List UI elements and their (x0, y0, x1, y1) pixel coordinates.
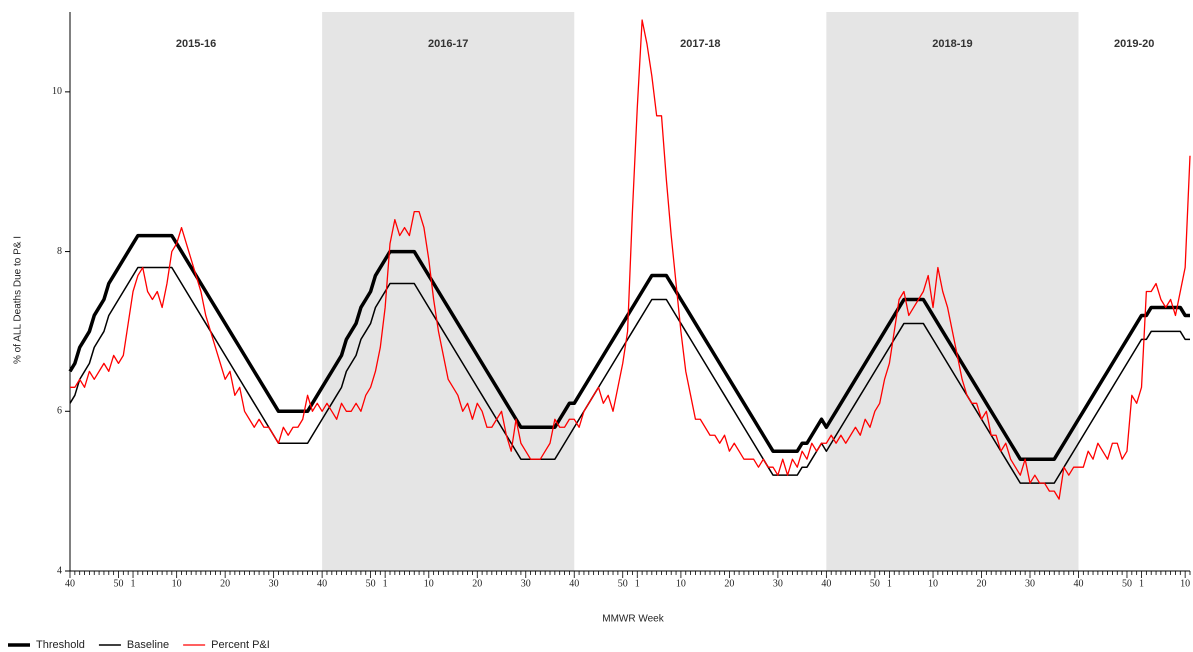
y-axis-title: % of ALL Deaths Due to P& I (13, 236, 24, 364)
series-line (69, 266, 1190, 484)
x-tick-label: 50 (870, 578, 880, 589)
legend-label: Threshold (36, 639, 85, 651)
x-tick-label: 20 (724, 578, 734, 589)
season-band (322, 12, 575, 571)
x-tick-label: 10 (676, 578, 686, 589)
x-tick-label: 50 (1122, 578, 1132, 589)
season-label: 2016-17 (428, 38, 468, 50)
y-tick-label: 4 (57, 565, 62, 576)
x-tick-label: 50 (618, 578, 628, 589)
legend-label: Percent P&I (211, 639, 270, 651)
season-band (826, 12, 1079, 571)
series-line (68, 233, 1190, 461)
x-tick-label: 20 (220, 578, 230, 589)
x-tick-label: 50 (113, 578, 123, 589)
x-tick-label: 40 (821, 578, 831, 589)
x-tick-label: 30 (1025, 578, 1035, 589)
x-tick-label: 40 (317, 578, 327, 589)
legend-label: Baseline (127, 639, 169, 651)
y-tick-label: 10 (52, 86, 62, 97)
x-tick-label: 1 (383, 578, 388, 589)
x-tick-label: 10 (1180, 578, 1190, 589)
season-label: 2018-19 (932, 38, 972, 50)
x-tick-label: 40 (569, 578, 579, 589)
y-tick-label: 8 (57, 246, 62, 257)
x-tick-label: 30 (773, 578, 783, 589)
x-tick-label: 1 (635, 578, 640, 589)
x-tick-label: 30 (269, 578, 279, 589)
x-tick-label: 10 (172, 578, 182, 589)
x-tick-label: 20 (977, 578, 987, 589)
series-line (70, 19, 1191, 500)
y-tick-label: 6 (57, 406, 62, 417)
x-tick-label: 20 (472, 578, 482, 589)
x-tick-label: 40 (65, 578, 75, 589)
season-label: 2017-18 (680, 38, 720, 50)
x-tick-label: 50 (366, 578, 376, 589)
x-tick-label: 30 (521, 578, 531, 589)
x-tick-label: 40 (1073, 578, 1083, 589)
x-tick-label: 10 (928, 578, 938, 589)
season-label: 2015-16 (176, 38, 216, 50)
x-tick-label: 1 (887, 578, 892, 589)
x-axis-title: MMWR Week (602, 614, 664, 625)
x-tick-label: 10 (424, 578, 434, 589)
x-tick-label: 1 (131, 578, 136, 589)
x-tick-label: 1 (1139, 578, 1144, 589)
season-label: 2019-20 (1114, 38, 1154, 50)
